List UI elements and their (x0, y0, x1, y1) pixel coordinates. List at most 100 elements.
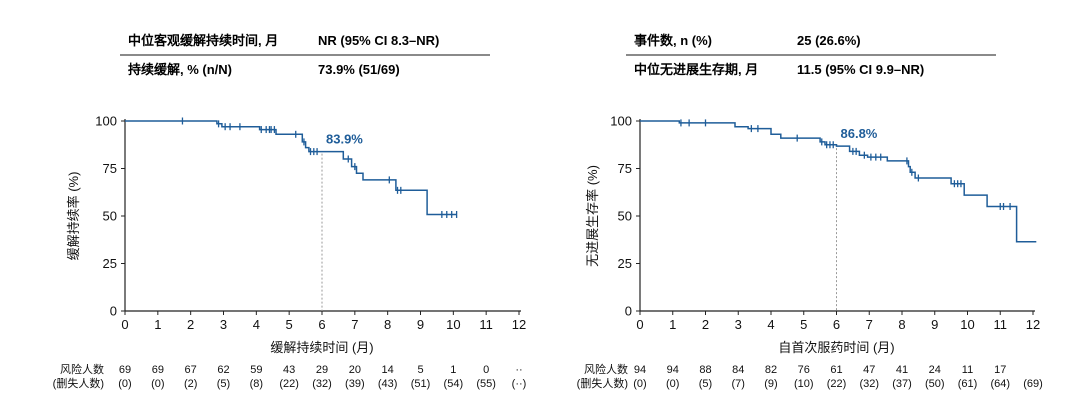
x-tick-label: 7 (866, 317, 873, 332)
x-tick-label: 9 (417, 317, 424, 332)
y-tick-label: 25 (103, 256, 117, 271)
censored-count: (22) (279, 378, 299, 390)
x-axis-title: 自首次服药时间 (月) (778, 340, 894, 355)
x-tick-label: 3 (220, 317, 227, 332)
censored-count: (5) (699, 378, 712, 390)
x-tick-label: 7 (351, 317, 358, 332)
y-tick-label: 50 (618, 209, 632, 224)
risk-count: 17 (994, 364, 1006, 376)
risk-row-label: 风险人数 (584, 362, 628, 376)
risk-count: 69 (152, 364, 164, 376)
right-summary-value-2: 11.5 (95% CI 9.9–NR) (797, 62, 924, 77)
censored-count: (7) (732, 378, 745, 390)
risk-count: 84 (732, 364, 744, 376)
censored-count: (0) (118, 378, 131, 390)
censored-count: (64) (990, 378, 1010, 390)
censored-count: (54) (444, 378, 464, 390)
censored-count: (61) (958, 378, 978, 390)
censored-count: (5) (217, 378, 230, 390)
censored-count: (10) (794, 378, 814, 390)
risk-count: 29 (316, 364, 328, 376)
x-tick-label: 5 (286, 317, 293, 332)
annotation-label: 86.8% (841, 126, 878, 141)
risk-count: 43 (283, 364, 295, 376)
y-tick-label: 75 (618, 161, 632, 176)
censored-count: (50) (925, 378, 945, 390)
y-tick-label: 75 (103, 161, 117, 176)
censor-row-label: (删失人数) (577, 377, 628, 390)
risk-count: 5 (417, 364, 423, 376)
x-tick-label: 4 (253, 317, 260, 332)
km-curve (125, 120, 457, 216)
risk-count: 11 (962, 364, 973, 376)
risk-count: 62 (217, 364, 229, 376)
censored-count: (32) (859, 378, 879, 390)
risk-count: 69 (119, 364, 131, 376)
left-summary-table: 中位客观缓解持续时间, 月 NR (95% CI 8.3–NR) 持续缓解, %… (120, 33, 490, 77)
censored-count: (9) (764, 378, 777, 390)
censored-count: (51) (411, 378, 431, 390)
x-tick-label: 2 (702, 317, 709, 332)
censored-count: (22) (827, 378, 847, 390)
left-risk-table: 风险人数(删失人数) 69 69 67 62 59 43 29 20 14 5 1 0 ·· (0) (0) (… (53, 362, 527, 390)
risk-count: 14 (382, 364, 394, 376)
y-tick-label: 25 (618, 256, 632, 271)
risk-row-label: 风险人数 (60, 362, 104, 376)
x-tick-label: 2 (187, 317, 194, 332)
y-tick-label: 100 (95, 114, 117, 129)
x-tick-label: 5 (800, 317, 807, 332)
x-tick-label: 10 (446, 317, 460, 332)
left-summary-label-2: 持续缓解, % (n/N) (128, 62, 232, 77)
x-tick-label: 0 (636, 317, 643, 332)
x-tick-label: 12 (512, 317, 526, 332)
x-tick-label: 0 (121, 317, 128, 332)
censored-count: (··) (512, 378, 527, 390)
risk-count: ·· (515, 364, 522, 376)
risk-count: 47 (863, 364, 875, 376)
x-axis-title: 缓解持续时间 (月) (270, 340, 373, 355)
censored-count: (69) (1023, 378, 1043, 390)
x-tick-label: 1 (154, 317, 161, 332)
risk-count: 1 (450, 364, 456, 376)
x-tick-label: 10 (960, 317, 974, 332)
risk-count: 61 (830, 364, 842, 376)
risk-count: 88 (699, 364, 711, 376)
risk-count: 94 (667, 364, 679, 376)
risk-count: 67 (185, 364, 197, 376)
right-summary-label-1: 事件数, n (%) (634, 33, 712, 48)
left-summary-value-1: NR (95% CI 8.3–NR) (318, 33, 439, 48)
y-tick-label: 0 (110, 304, 117, 319)
annotation-label: 83.9% (326, 132, 363, 147)
left-summary-label-1: 中位客观缓解持续时间, 月 (128, 33, 278, 48)
left-summary-value-2: 73.9% (51/69) (318, 62, 400, 77)
x-tick-label: 1 (669, 317, 676, 332)
x-tick-label: 8 (898, 317, 905, 332)
x-tick-label: 12 (1026, 317, 1040, 332)
censored-count: (37) (892, 378, 912, 390)
risk-count: 41 (896, 364, 908, 376)
y-tick-label: 50 (103, 209, 117, 224)
risk-count: 59 (250, 364, 262, 376)
risk-count: 20 (349, 364, 361, 376)
right-summary-table: 事件数, n (%) 25 (26.6%) 中位无进展生存期, 月 11.5 (… (626, 33, 996, 77)
y-tick-label: 0 (625, 304, 632, 319)
x-tick-label: 6 (318, 317, 325, 332)
y-tick-label: 100 (610, 114, 632, 129)
censor-row-label: (删失人数) (53, 377, 104, 390)
censored-count: (43) (378, 378, 398, 390)
km-curve (640, 120, 1037, 243)
x-tick-label: 8 (384, 317, 391, 332)
y-axis-title: 缓解持续率 (%) (66, 172, 81, 261)
censored-count: (8) (250, 378, 263, 390)
right-summary-label-2: 中位无进展生存期, 月 (634, 62, 758, 77)
censored-count: (0) (666, 378, 679, 390)
x-tick-label: 11 (994, 317, 1008, 332)
censored-count: (55) (476, 378, 496, 390)
censored-count: (32) (312, 378, 332, 390)
y-axis-title: 无进展生存率 (%) (585, 165, 600, 267)
x-tick-label: 9 (931, 317, 938, 332)
right-summary-value-1: 25 (26.6%) (797, 33, 861, 48)
